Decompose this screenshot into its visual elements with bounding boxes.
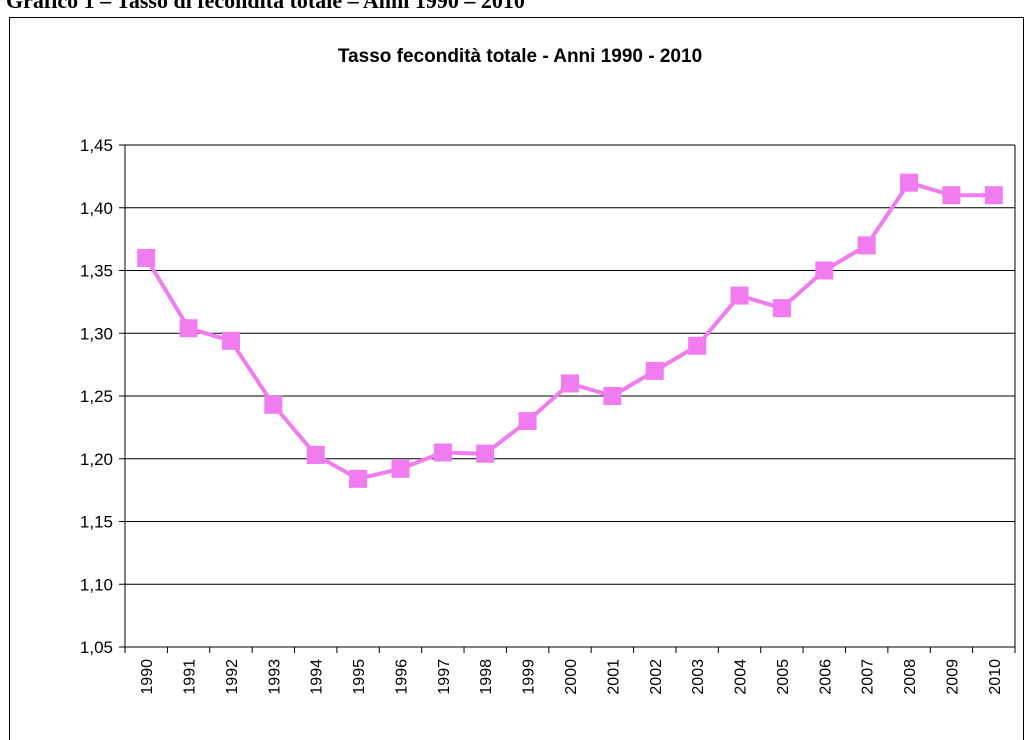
marker: [772, 299, 791, 318]
x-tick-label: 2009: [944, 659, 961, 695]
heading: Grafico 1 – Tasso di fecondità totale – …: [6, 0, 525, 13]
x-tick-label: 1994: [309, 659, 326, 695]
marker: [815, 261, 834, 280]
x-tick-label: 1992: [224, 659, 241, 695]
x-tick-label: 2006: [817, 659, 834, 695]
marker: [433, 443, 452, 462]
x-tick-label: 2003: [690, 659, 707, 695]
x-tick-label: 1996: [393, 659, 410, 695]
y-tick-label: 1,20: [80, 450, 113, 469]
y-tick-label: 1,30: [80, 324, 113, 343]
chart-border: [9, 17, 1024, 740]
y-tick-label: 1,35: [80, 262, 113, 281]
y-tick-label: 1,45: [80, 136, 113, 155]
y-tick-label: 1,15: [80, 513, 113, 532]
line: [144, 180, 994, 481]
y-tick-label: 1,40: [80, 199, 113, 218]
marker: [688, 336, 707, 355]
x-tick-label: 1991: [182, 659, 199, 695]
marker: [349, 469, 368, 488]
y-tick-label: 1,25: [80, 387, 113, 406]
marker: [984, 186, 1003, 205]
y-tick-label: 1,05: [80, 638, 113, 657]
chart-title: Tasso fecondità totale - Anni 1990 - 201…: [338, 46, 702, 67]
x-tick-label: 2002: [648, 659, 665, 695]
x-tick-label: 2008: [902, 659, 919, 695]
marker: [179, 319, 198, 338]
x-tick-label: 2004: [733, 659, 750, 695]
marker: [900, 173, 919, 192]
x-tick-label: 2000: [563, 659, 580, 695]
y-tick-label: 1,10: [80, 575, 113, 594]
x-tick-label: 1997: [436, 659, 453, 695]
marker: [476, 444, 495, 463]
x-tick-label: 2007: [860, 659, 877, 695]
marker: [603, 387, 622, 405]
marker: [730, 286, 749, 305]
x-tick-label: 1990: [139, 659, 156, 695]
marker: [306, 445, 325, 464]
x-tick-label: 2001: [605, 659, 622, 695]
x-tick-label: 2010: [987, 659, 1004, 695]
marker: [942, 186, 961, 205]
x-tick-label: 1993: [266, 659, 283, 695]
marker: [264, 395, 283, 414]
marker: [561, 374, 579, 393]
marker: [518, 412, 537, 431]
x-tick-label: 1995: [351, 659, 368, 695]
x-tick-label: 1998: [478, 659, 495, 695]
x-tick-label: 1999: [521, 659, 538, 695]
marker: [221, 331, 240, 350]
marker: [645, 361, 664, 380]
marker: [857, 236, 876, 255]
marker: [391, 459, 410, 478]
x-tick-label: 2005: [775, 659, 792, 695]
marker: [137, 248, 156, 267]
